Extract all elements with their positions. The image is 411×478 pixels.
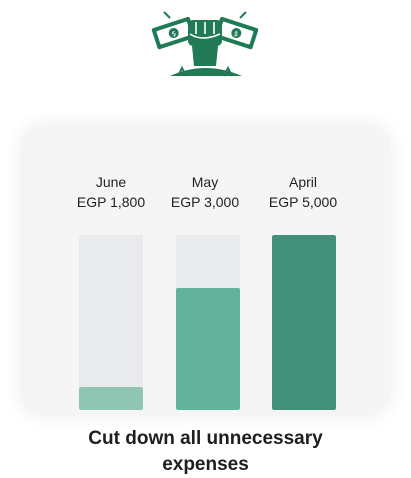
bar-category-label: May — [191, 174, 219, 190]
bar-value-label: EGP 3,000 — [170, 194, 240, 210]
bar — [272, 235, 336, 410]
bar-category-label: June — [95, 174, 127, 190]
bar — [176, 287, 240, 410]
bar — [79, 387, 143, 410]
caption: Cut down all unnecessary expenses — [0, 426, 411, 478]
svg-text:$: $ — [171, 30, 178, 39]
svg-text:$: $ — [233, 30, 240, 39]
bar-category-label: April — [288, 174, 317, 190]
caption-line-2: expenses — [162, 454, 249, 475]
bar-track — [176, 235, 240, 410]
caption-line-1: Cut down all unnecessary — [88, 428, 323, 449]
bar-value-label: EGP 5,000 — [268, 194, 338, 210]
bar-track — [79, 235, 143, 410]
fist-holding-money-icon: $ $ — [151, 11, 259, 77]
bar-track — [272, 235, 336, 410]
bar-value-label: EGP 1,800 — [76, 194, 146, 210]
expenses-chart-card: June EGP 1,800 May EGP 3,000 April EGP 5… — [20, 124, 391, 416]
